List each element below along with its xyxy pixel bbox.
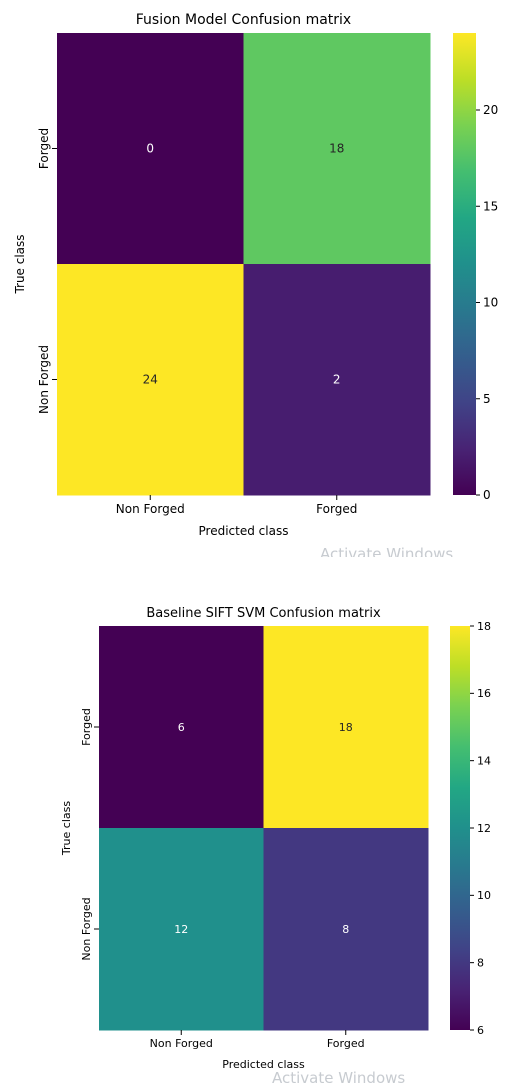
baseline-colorbar-tick-label-3: 12: [477, 822, 491, 835]
fusion-cell-r0-c1: [243, 33, 431, 265]
baseline-x-axis-label: Predicted class: [222, 1058, 305, 1071]
fusion-colorbar-tick-label-4: 20: [483, 103, 498, 117]
fusion-colorbar-tick-label-3: 15: [483, 199, 498, 213]
baseline-colorbar-tick-label-0: 6: [477, 1024, 484, 1037]
fusion-colorbar: [453, 33, 476, 495]
baseline-chart-title: Baseline SIFT SVM Confusion matrix: [146, 606, 381, 621]
baseline-colorbar-tick-label-6: 18: [477, 620, 491, 633]
activate-windows-watermark-bottom: Activate Windows: [272, 1069, 406, 1087]
baseline-x-tick-label-0: Non Forged: [150, 1037, 213, 1050]
fusion-cell-r1-c1: [243, 264, 431, 496]
fusion-y-tick-label-1: Non Forged: [37, 345, 51, 414]
baseline-cell-label-r1-c0: 12: [174, 923, 188, 936]
baseline-cell-label-r1-c1: 8: [342, 923, 349, 936]
fusion-cell-label-r0-c0: 0: [146, 142, 154, 156]
baseline-cell-label-r0-c1: 18: [339, 721, 353, 734]
fusion-cell-r1-c0: [57, 264, 244, 496]
baseline-confusion-matrix-chart: Baseline SIFT SVM Confusion matrix 6 18 12 8…: [0, 596, 510, 1090]
fusion-colorbar-tick-label-1: 5: [483, 392, 491, 406]
activate-windows-watermark-top: Activate Windows: [320, 545, 454, 557]
baseline-colorbar-tick-label-5: 16: [477, 687, 491, 700]
baseline-colorbar-tick-label-1: 8: [477, 957, 484, 970]
baseline-y-axis-label: True class: [60, 801, 73, 856]
fusion-colorbar-tick-label-0: 0: [483, 488, 491, 502]
fusion-x-tick-label-1: Forged: [316, 502, 357, 516]
baseline-cell-label-r0-c0: 6: [178, 721, 185, 734]
fusion-x-axis-label: Predicted class: [199, 524, 289, 538]
baseline-y-tick-label-1: Non Forged: [80, 897, 93, 960]
baseline-heatmap-svg: Baseline SIFT SVM Confusion matrix 6 18 12 8…: [60, 606, 491, 1071]
fusion-y-axis-label: True class: [13, 234, 27, 294]
fusion-heatmap-svg: Fusion Model Confusion matrix 0 18 24 2 Non F…: [13, 12, 498, 538]
baseline-cell-r0-c1: [263, 626, 429, 829]
fusion-x-tick-label-0: Non Forged: [116, 502, 185, 516]
baseline-cell-r1-c0: [99, 828, 264, 1031]
fusion-confusion-matrix-chart: Fusion Model Confusion matrix 0 18 24 2 Non F…: [13, 12, 498, 538]
fusion-y-tick-label-0: Forged: [37, 128, 51, 169]
fusion-cell-label-r1-c0: 24: [143, 373, 158, 387]
fusion-cell-label-r0-c1: 18: [329, 142, 344, 156]
baseline-colorbar-tick-label-2: 10: [477, 889, 491, 902]
baseline-cell-r1-c1: [263, 828, 429, 1031]
fusion-cell-label-r1-c1: 2: [333, 373, 341, 387]
fusion-cell-r0-c0: [57, 33, 244, 265]
baseline-x-tick-label-1: Forged: [327, 1037, 365, 1050]
baseline-cell-r0-c0: [99, 626, 264, 829]
baseline-colorbar: [450, 626, 470, 1030]
baseline-y-tick-label-0: Forged: [80, 708, 93, 746]
baseline-colorbar-tick-label-4: 14: [477, 755, 491, 768]
fusion-chart-title: Fusion Model Confusion matrix: [136, 12, 351, 28]
fusion-colorbar-tick-label-2: 10: [483, 296, 498, 310]
